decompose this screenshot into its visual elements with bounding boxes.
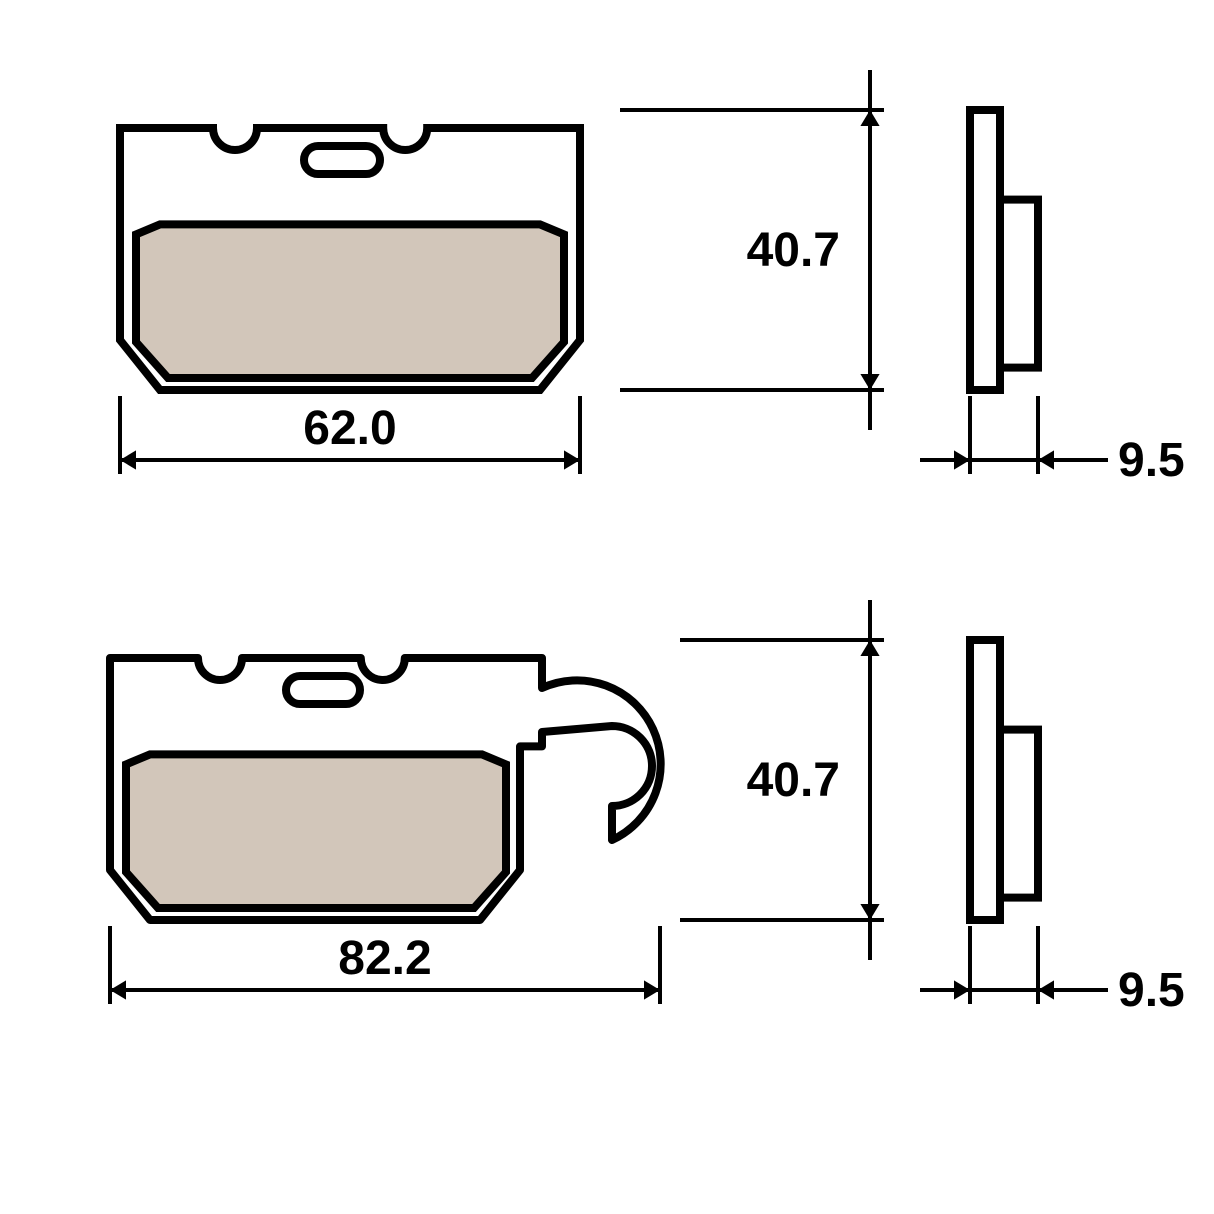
dim-pad2-width: 82.2 [338, 932, 431, 985]
pad2-side-friction [1000, 730, 1038, 898]
pad2-side-back [970, 640, 1000, 920]
brake-pad-1-face [120, 128, 580, 390]
pad1-side [970, 110, 1038, 390]
pad2-friction [126, 754, 506, 908]
dim-pad2-thickness: 9.5 [1118, 964, 1185, 1017]
pad1-slot [304, 146, 380, 174]
pad2-side [970, 640, 1038, 920]
dim-pad1-width: 62.0 [303, 402, 396, 455]
dim-pad1-height: 40.7 [747, 224, 840, 277]
brake-pad-2-face [110, 658, 661, 920]
pad1-side-friction [1000, 200, 1038, 368]
pad1-side-back [970, 110, 1000, 390]
dim-pad1-thickness: 9.5 [1118, 434, 1185, 487]
dim-pad2-height: 40.7 [747, 754, 840, 807]
pad1-friction [136, 224, 564, 378]
technical-drawing: 62.0 40.7 9.5 82.2 40.7 9.5 [0, 0, 1214, 1214]
pad2-slot [286, 676, 360, 704]
